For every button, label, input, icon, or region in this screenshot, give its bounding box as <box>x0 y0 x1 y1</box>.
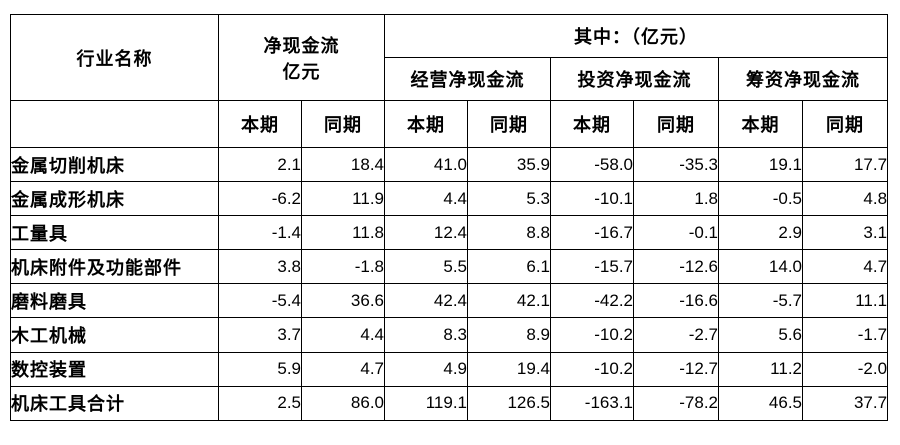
value-cell: -10.2 <box>550 317 634 353</box>
current-period-header: 本期 <box>718 100 803 148</box>
value-cell: 42.4 <box>384 283 468 319</box>
value-cell: 6.1 <box>467 249 551 285</box>
table-row: 木工机械 3.7 4.4 8.3 8.9 -10.2 -2.7 5.6 -1.7 <box>10 317 889 353</box>
value-cell: 11.2 <box>718 351 803 387</box>
value-cell: 4.9 <box>384 351 468 387</box>
value-cell: 86.0 <box>301 385 385 421</box>
operating-cash-flow-header: 经营净现金流 <box>384 57 551 101</box>
of-which-header: 其中：（亿元） <box>383 14 889 58</box>
value-cell: 18.4 <box>301 146 385 183</box>
value-cell: 35.9 <box>467 146 551 183</box>
value-cell: -163.1 <box>550 385 634 421</box>
value-cell: 11.8 <box>301 215 385 251</box>
value-cell: -1.8 <box>301 249 385 285</box>
table-row: 机床附件及功能部件 3.8 -1.8 5.5 6.1 -15.7 -12.6 14.0 4.7 <box>10 249 889 285</box>
value-cell: -12.6 <box>633 249 719 285</box>
value-cell: 8.3 <box>384 317 468 353</box>
industry-name-cell: 金属成形机床 <box>10 181 219 217</box>
value-cell: 1.8 <box>633 181 719 217</box>
value-cell: -58.0 <box>550 146 634 183</box>
investing-cash-flow-header: 投资净现金流 <box>550 57 719 101</box>
cash-flow-table: 行业名称 净现金流 亿元 其中：（亿元） 经营净现金流 投资净现金流 筹资净现金… <box>10 14 889 421</box>
industry-name-cell: 金属切削机床 <box>10 146 219 183</box>
table-row: 磨料磨具 -5.4 36.6 42.4 42.1 -42.2 -16.6 -5.7 11.1 <box>10 283 889 319</box>
value-cell: 37.7 <box>801 385 889 421</box>
industry-name-cell: 工量具 <box>10 215 219 251</box>
value-cell: -6.2 <box>218 181 302 217</box>
industry-name-cell: 木工机械 <box>10 317 219 353</box>
value-cell: 2.9 <box>718 215 803 251</box>
table-row: 金属切削机床 2.1 18.4 41.0 35.9 -58.0 -35.3 19.1 17.7 <box>10 146 889 183</box>
financing-cash-flow-header: 筹资净现金流 <box>717 57 889 101</box>
current-period-header: 本期 <box>384 100 468 148</box>
value-cell: -5.7 <box>718 283 803 319</box>
value-cell: -5.4 <box>218 283 302 319</box>
value-cell: 5.9 <box>218 351 302 387</box>
value-cell: 2.1 <box>218 146 302 183</box>
net-cash-flow-unit: 亿元 <box>282 61 321 82</box>
value-cell: 3.8 <box>218 249 302 285</box>
value-cell: 19.4 <box>467 351 551 387</box>
value-cell: -1.4 <box>218 215 302 251</box>
value-cell: -78.2 <box>633 385 719 421</box>
current-period-header: 本期 <box>550 100 634 148</box>
value-cell: -35.3 <box>633 146 719 183</box>
industry-name-cell: 数控装置 <box>10 351 219 387</box>
table-row: 数控装置 5.9 4.7 4.9 19.4 -10.2 -12.7 11.2 -2.0 <box>10 351 889 387</box>
value-cell: -12.7 <box>633 351 719 387</box>
industry-name-cell: 磨料磨具 <box>10 283 219 319</box>
table-body: 金属切削机床 2.1 18.4 41.0 35.9 -58.0 -35.3 19.1 17.7 金… <box>10 146 889 421</box>
value-cell: 11.9 <box>301 181 385 217</box>
value-cell: -2.0 <box>801 351 889 387</box>
industry-name-header: 行业名称 <box>10 14 219 101</box>
value-cell: 11.1 <box>801 283 889 319</box>
value-cell: -16.6 <box>633 283 719 319</box>
current-period-header: 本期 <box>218 100 302 148</box>
value-cell: 3.1 <box>801 215 889 251</box>
value-cell: 42.1 <box>467 283 551 319</box>
value-cell: 4.7 <box>801 249 889 285</box>
industry-name-cell: 机床附件及功能部件 <box>10 249 219 285</box>
value-cell: 4.7 <box>301 351 385 387</box>
value-cell: -15.7 <box>550 249 634 285</box>
net-cash-flow-header: 净现金流 亿元 <box>218 14 385 101</box>
previous-period-header: 同期 <box>801 100 889 148</box>
value-cell: 4.4 <box>301 317 385 353</box>
value-cell: 12.4 <box>384 215 468 251</box>
value-cell: 5.6 <box>718 317 803 353</box>
value-cell: 14.0 <box>718 249 803 285</box>
value-cell: -10.2 <box>550 351 634 387</box>
value-cell: 46.5 <box>718 385 803 421</box>
value-cell: 4.8 <box>801 181 889 217</box>
table-row: 金属成形机床 -6.2 11.9 4.4 5.3 -10.1 1.8 -0.5 4.8 <box>10 181 889 217</box>
value-cell: 8.9 <box>467 317 551 353</box>
value-cell: 2.5 <box>218 385 302 421</box>
value-cell: 4.4 <box>384 181 468 217</box>
value-cell: -0.1 <box>633 215 719 251</box>
value-cell: 19.1 <box>718 146 803 183</box>
industry-name-cell: 机床工具合计 <box>10 385 219 421</box>
value-cell: -10.1 <box>550 181 634 217</box>
value-cell: 17.7 <box>801 146 889 183</box>
value-cell: 8.8 <box>467 215 551 251</box>
previous-period-header: 同期 <box>633 100 719 148</box>
value-cell: -2.7 <box>633 317 719 353</box>
value-cell: -16.7 <box>550 215 634 251</box>
value-cell: 126.5 <box>467 385 551 421</box>
value-cell: 36.6 <box>301 283 385 319</box>
value-cell: -42.2 <box>550 283 634 319</box>
value-cell: 3.7 <box>218 317 302 353</box>
value-cell: 41.0 <box>384 146 468 183</box>
value-cell: 5.3 <box>467 181 551 217</box>
previous-period-header: 同期 <box>467 100 551 148</box>
previous-period-header: 同期 <box>301 100 385 148</box>
value-cell: -1.7 <box>801 317 889 353</box>
value-cell: -0.5 <box>718 181 803 217</box>
table-row: 工量具 -1.4 11.8 12.4 8.8 -16.7 -0.1 2.9 3.1 <box>10 215 889 251</box>
value-cell: 5.5 <box>384 249 468 285</box>
blank-header-cell <box>10 100 219 148</box>
net-cash-flow-label: 净现金流 <box>263 35 340 56</box>
value-cell: 119.1 <box>384 385 468 421</box>
table-row: 机床工具合计 2.5 86.0 119.1 126.5 -163.1 -78.2 46.5 37… <box>10 385 889 421</box>
